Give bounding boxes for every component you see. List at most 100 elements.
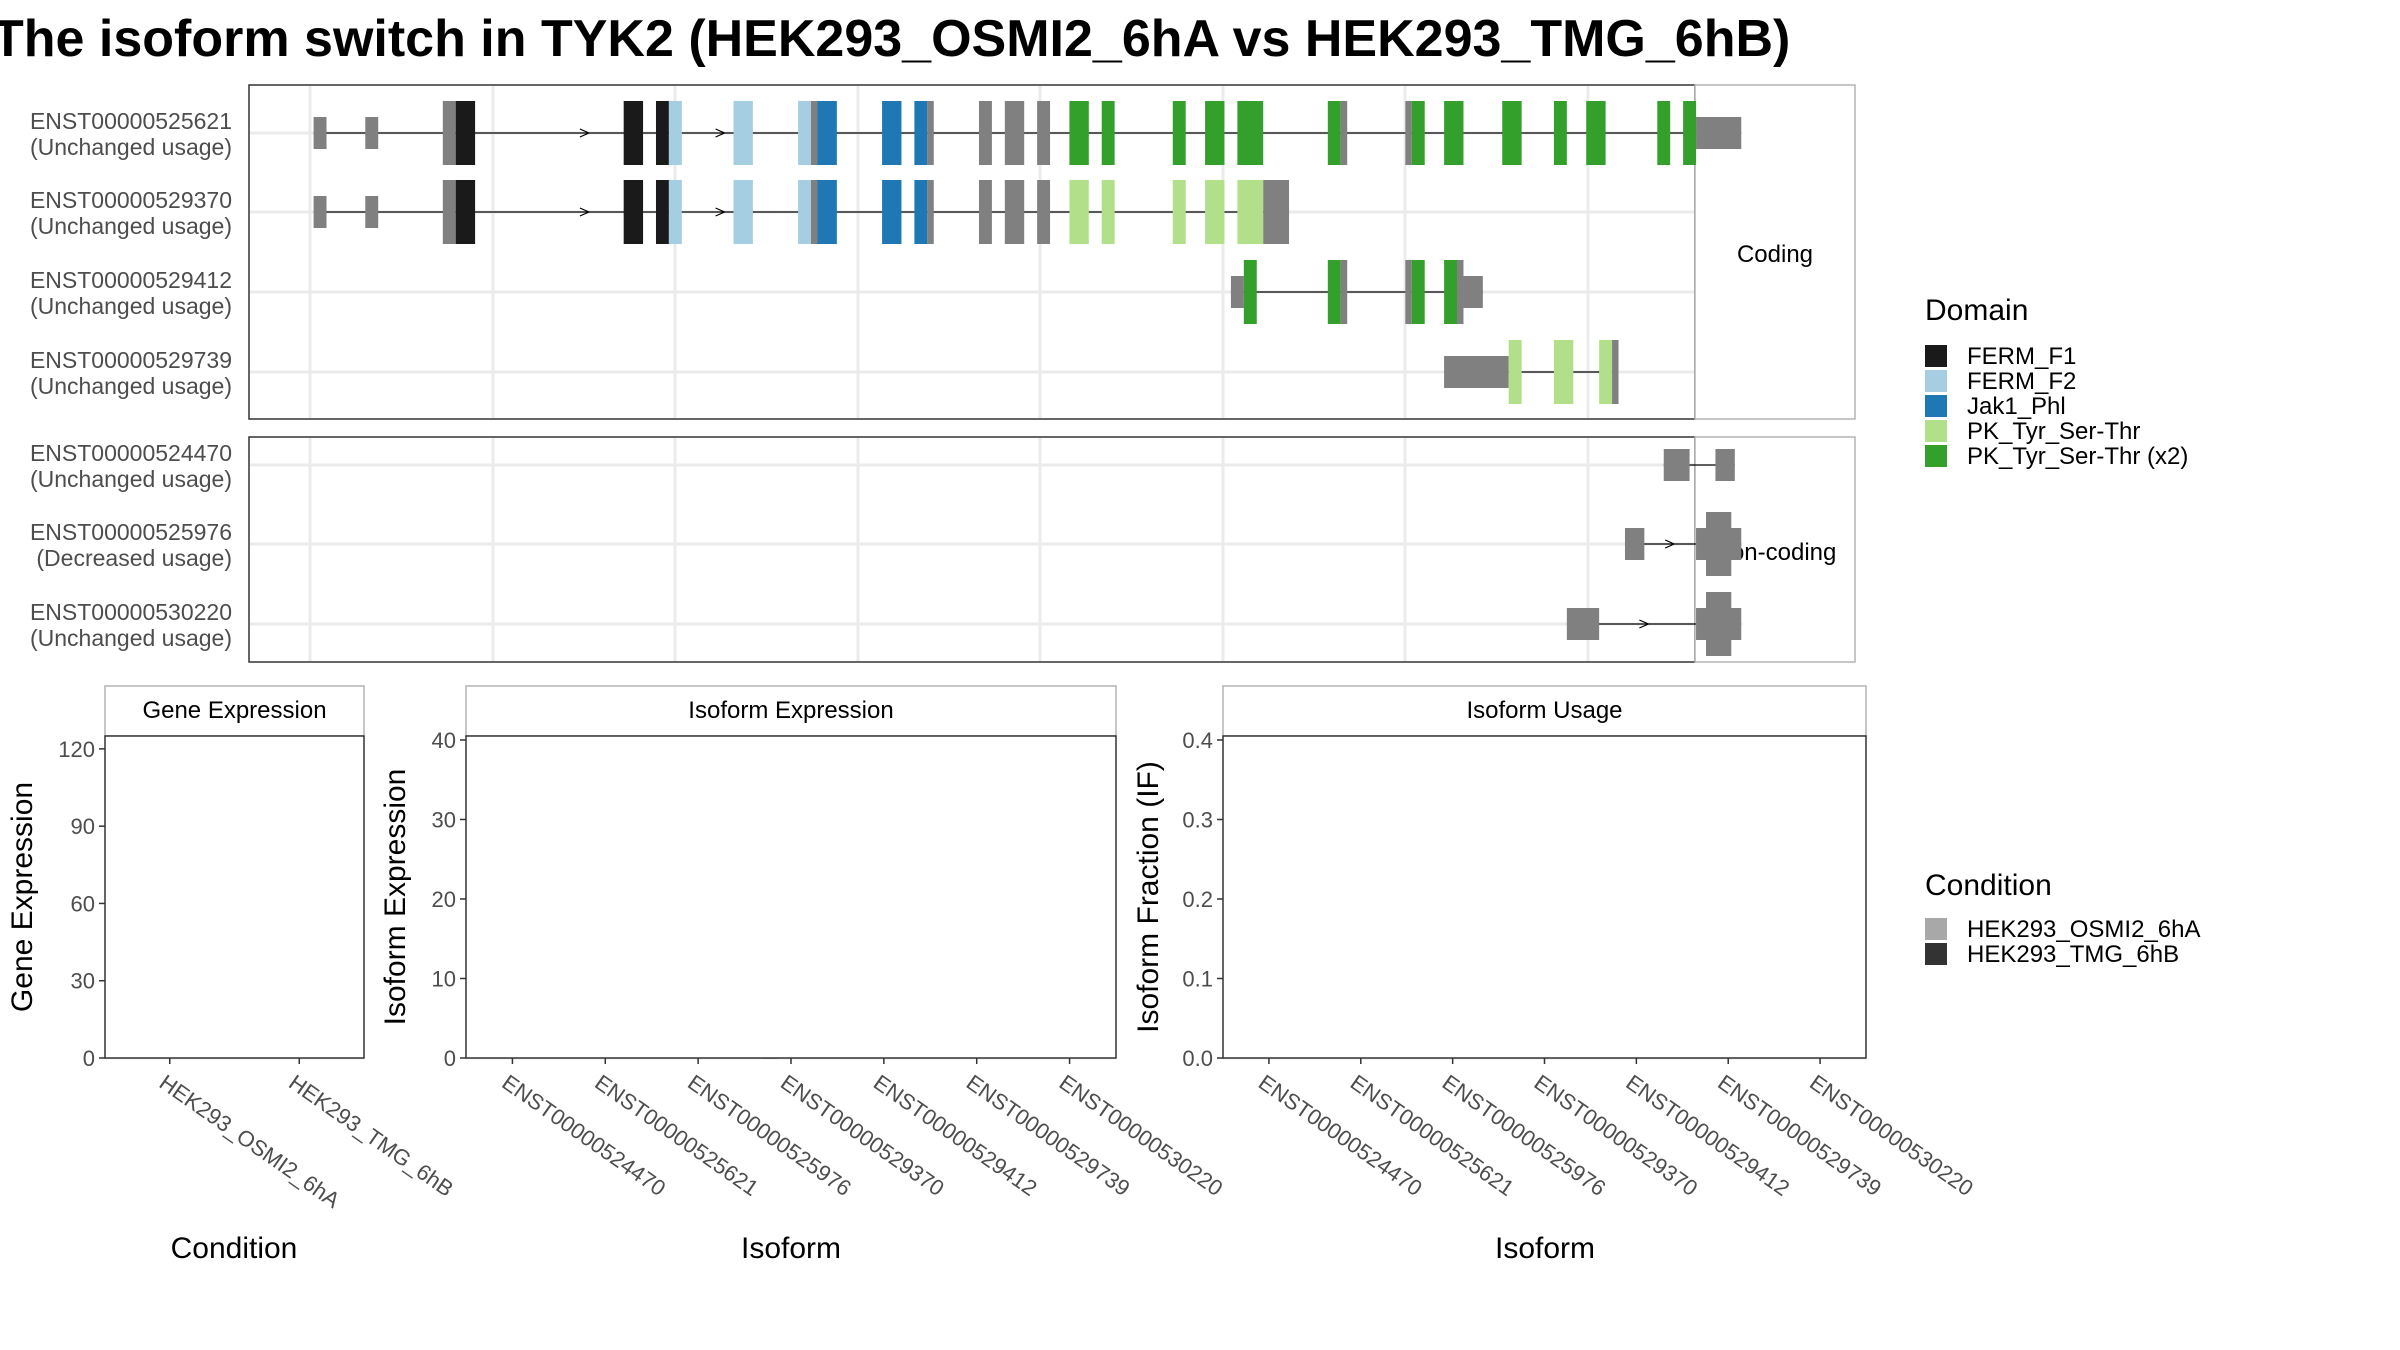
x-tick-label: ENST00000525976: [1438, 1070, 1611, 1201]
condition-legend-title: Condition: [1925, 869, 2052, 902]
exon-pk-tyr-ser-thr-x2: [1327, 101, 1341, 165]
noncoding-panel: [248, 436, 1696, 663]
strand-arrow: [1664, 539, 1676, 549]
exon-noncoding: [1230, 276, 1244, 308]
y-tick-label: 0.0: [1182, 1046, 1213, 1071]
transcript-structures: ENST00000525621(Unchanged usage)ENST0000…: [30, 86, 1742, 661]
exon-pk-tyr-ser-thr-x2: [1657, 101, 1671, 165]
y-tick-label: 40: [432, 728, 456, 753]
exon-noncoding: [1405, 260, 1412, 324]
exon-noncoding: [1715, 449, 1735, 481]
exon-noncoding: [1340, 260, 1348, 324]
exon-pk-tyr-ser-thr-x2: [1553, 101, 1567, 165]
exon-noncoding: [978, 101, 992, 165]
transcript-id-label: ENST00000524470: [30, 440, 232, 466]
x-axis-title: Isoform: [741, 1232, 841, 1265]
chart-title: Isoform Usage: [1466, 697, 1622, 724]
exon-noncoding: [1004, 180, 1025, 244]
transcript-ENST00000529739: [1444, 340, 1619, 404]
legend-label-domain: FERM_F1: [1967, 343, 2076, 370]
exon-noncoding: [313, 196, 327, 228]
exon-noncoding: [442, 101, 456, 165]
coding-strip-label: Coding: [1737, 241, 1813, 268]
exon-pk-tyr-ser-thr-x2: [1411, 101, 1425, 165]
exon-jak1-phl: [817, 180, 837, 244]
transcript-ENST00000525621: [313, 101, 1742, 165]
exon-ferm-f2: [733, 101, 753, 165]
exon-ferm-f2: [798, 101, 812, 165]
exon-pk-tyr-ser-thr: [1237, 180, 1264, 244]
y-tick-label: 30: [71, 969, 95, 994]
exon-noncoding: [927, 101, 934, 165]
gene-expression-chart: Gene Expression0306090120HEK293_OSMI2_6h…: [6, 685, 458, 1265]
exon-pk-tyr-ser-thr: [1172, 180, 1186, 244]
plot-border: [104, 735, 365, 1059]
transcript-ENST00000529412: [1230, 260, 1483, 324]
transcript-id-label: ENST00000529739: [30, 347, 232, 373]
x-tick-label: ENST00000529739: [1713, 1070, 1886, 1201]
x-tick-label: ENST00000529370: [776, 1070, 949, 1201]
domain-legend-title: Domain: [1925, 294, 2028, 327]
x-tick-label: ENST00000529412: [1621, 1070, 1794, 1201]
y-tick-label: 20: [432, 887, 456, 912]
y-tick-label: 0.2: [1182, 887, 1213, 912]
transcript-ENST00000530220: [1566, 592, 1742, 656]
exon-noncoding: [1405, 101, 1412, 165]
exon-noncoding: [365, 196, 379, 228]
exon-ferm-f2: [668, 180, 682, 244]
exon-ferm-f1: [655, 180, 669, 244]
legend-swatch-domain: [1925, 395, 1947, 417]
exon-ferm-f1: [455, 180, 476, 244]
exon-ferm-f2: [798, 180, 812, 244]
transcript-usage-label: (Unchanged usage): [30, 213, 232, 239]
x-tick-label: ENST00000525621: [590, 1070, 763, 1201]
exon-noncoding: [1624, 528, 1645, 560]
y-tick-label: 0.3: [1182, 807, 1213, 832]
transcript-ENST00000529370: [313, 180, 1290, 244]
legend-label-condition: HEK293_OSMI2_6hA: [1967, 916, 2200, 943]
y-tick-label: 10: [432, 966, 456, 991]
y-tick-label: 30: [432, 807, 456, 832]
transcript-id-label: ENST00000525976: [30, 519, 232, 545]
transcript-usage-label: (Unchanged usage): [30, 134, 232, 160]
legend-swatch-domain: [1925, 345, 1947, 367]
y-tick-label: 0: [444, 1046, 456, 1071]
exon-jak1-phl: [882, 101, 902, 165]
isoform-expression-chart: Isoform Expression 0 10 20 30 40 ENST000005244…: [379, 685, 1227, 1265]
exon-pk-tyr-ser-thr-x2: [1069, 101, 1089, 165]
x-tick-label: ENST00000524470: [1254, 1070, 1427, 1201]
exon-pk-tyr-ser-thr: [1101, 180, 1115, 244]
exon-noncoding: [1696, 117, 1742, 149]
exon-noncoding: [1612, 340, 1619, 404]
y-axis-title: Gene Expression: [6, 782, 39, 1012]
transcript-usage-label: (Unchanged usage): [30, 293, 232, 319]
isoform-usage-chart: Isoform Usage0.00.10.20.30.4nsENST000005…: [1132, 685, 1978, 1265]
exon-noncoding: [978, 180, 992, 244]
exon-noncoding: [1037, 101, 1051, 165]
exon-noncoding: [365, 117, 379, 149]
legend-label-condition: HEK293_TMG_6hB: [1967, 941, 2179, 968]
transcript-usage-label: (Unchanged usage): [30, 625, 232, 651]
exon-jak1-phl: [914, 180, 928, 244]
y-tick-label: 0: [83, 1046, 95, 1071]
exon-noncoding: [1263, 180, 1290, 244]
exon-pk-tyr-ser-thr-x2: [1444, 101, 1464, 165]
strand-arrow: [715, 207, 727, 217]
transcript-usage-label: (Unchanged usage): [30, 373, 232, 399]
y-tick-label: 60: [71, 891, 95, 916]
exon-pk-tyr-ser-thr-x2: [1683, 101, 1697, 165]
transcript-usage-label: (Decreased usage): [36, 545, 232, 571]
strand-arrow: [579, 207, 591, 217]
chart-strip: [1222, 685, 1867, 737]
exon-ferm-f1: [623, 180, 644, 244]
transcript-ENST00000524470: [1663, 449, 1735, 481]
x-tick-label: ENST00000530220: [1805, 1070, 1978, 1201]
transcript-ENST00000525976: [1624, 512, 1742, 576]
x-axis-title: Condition: [171, 1232, 298, 1265]
strand-arrow: [1639, 619, 1650, 629]
exon-pk-tyr-ser-thr-x2: [1411, 260, 1425, 324]
exon-noncoding: [1037, 180, 1051, 244]
y-axis-title: Isoform Expression: [379, 769, 412, 1026]
